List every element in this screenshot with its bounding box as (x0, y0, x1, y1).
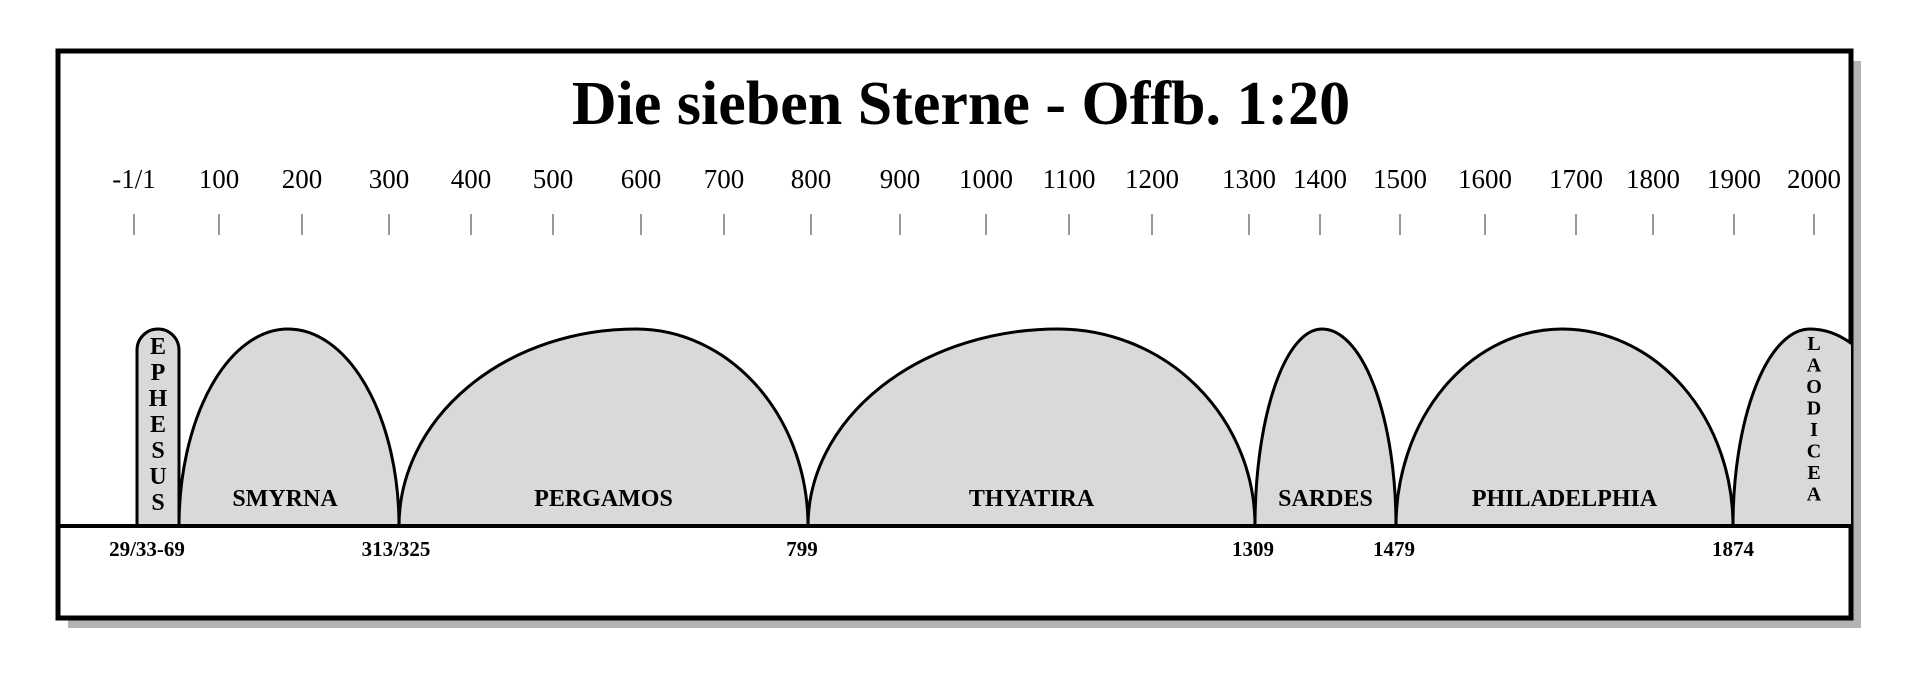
year-tick-label: 2000 (1787, 164, 1841, 194)
year-tick-label: 1700 (1549, 164, 1603, 194)
period-label: THYATIRA (969, 486, 1095, 512)
year-tick-label: 800 (791, 164, 832, 194)
period-shape (806, 327, 1257, 528)
year-tick-label: 500 (533, 164, 574, 194)
period-shape (177, 327, 401, 528)
period-shape (1394, 327, 1735, 528)
period-shape (1731, 327, 1851, 528)
period-smyrna: SMYRNA (177, 327, 401, 528)
boundary-dates: 29/33-69 313/325 799 1309 1479 1874 (109, 537, 1754, 561)
boundary-date: 1479 (1373, 537, 1415, 561)
period-label: PERGAMOS (534, 486, 673, 512)
boundary-date: 1874 (1712, 537, 1755, 561)
year-tick-label: 1200 (1125, 164, 1179, 194)
year-tick-label: 1300 (1222, 164, 1276, 194)
boundary-date: 799 (786, 537, 818, 561)
year-axis: -1/1 100 200 300 400 500 600 700 800 900 1000 1100 1… (112, 164, 1841, 235)
year-tick-label: 300 (369, 164, 410, 194)
year-tick-label: 1100 (1043, 164, 1096, 194)
boundary-date: 1309 (1232, 537, 1274, 561)
year-tick-label: 1900 (1707, 164, 1761, 194)
year-tick-label: 1000 (959, 164, 1013, 194)
year-tick-label: 200 (282, 164, 323, 194)
title: Die sieben Sterne - Offb. 1:20 (572, 70, 1350, 138)
year-tick-label: 1800 (1626, 164, 1680, 194)
period-shape (1253, 327, 1398, 528)
period-shape (397, 327, 810, 528)
period-label: SMYRNA (232, 486, 338, 512)
year-tick-label: 900 (880, 164, 921, 194)
period-philadelphia: PHILADELPHIA (1394, 327, 1735, 528)
year-tick-label: 700 (704, 164, 745, 194)
period-pergamos: PERGAMOS (397, 327, 810, 528)
year-tick-label: 1600 (1458, 164, 1512, 194)
period-shape (135, 327, 181, 528)
year-tick-label: 600 (621, 164, 662, 194)
boundary-date: 313/325 (362, 537, 431, 561)
year-tick-label: 1400 (1293, 164, 1347, 194)
year-tick-label: 100 (199, 164, 240, 194)
period-thyatira: THYATIRA (806, 327, 1257, 528)
boundary-date: 29/33-69 (109, 537, 185, 561)
period-arches: E P H E S U S SMYRNA PERGAMOS THYATIRA SARDES PHILA… (135, 327, 1851, 528)
period-label: SARDES (1278, 486, 1373, 512)
year-tick-label: 1500 (1373, 164, 1427, 194)
year-tick-label: 400 (451, 164, 492, 194)
year-tick-label: -1/1 (112, 164, 156, 194)
period-label: PHILADELPHIA (1472, 486, 1658, 512)
period-sardes: SARDES (1253, 327, 1398, 528)
